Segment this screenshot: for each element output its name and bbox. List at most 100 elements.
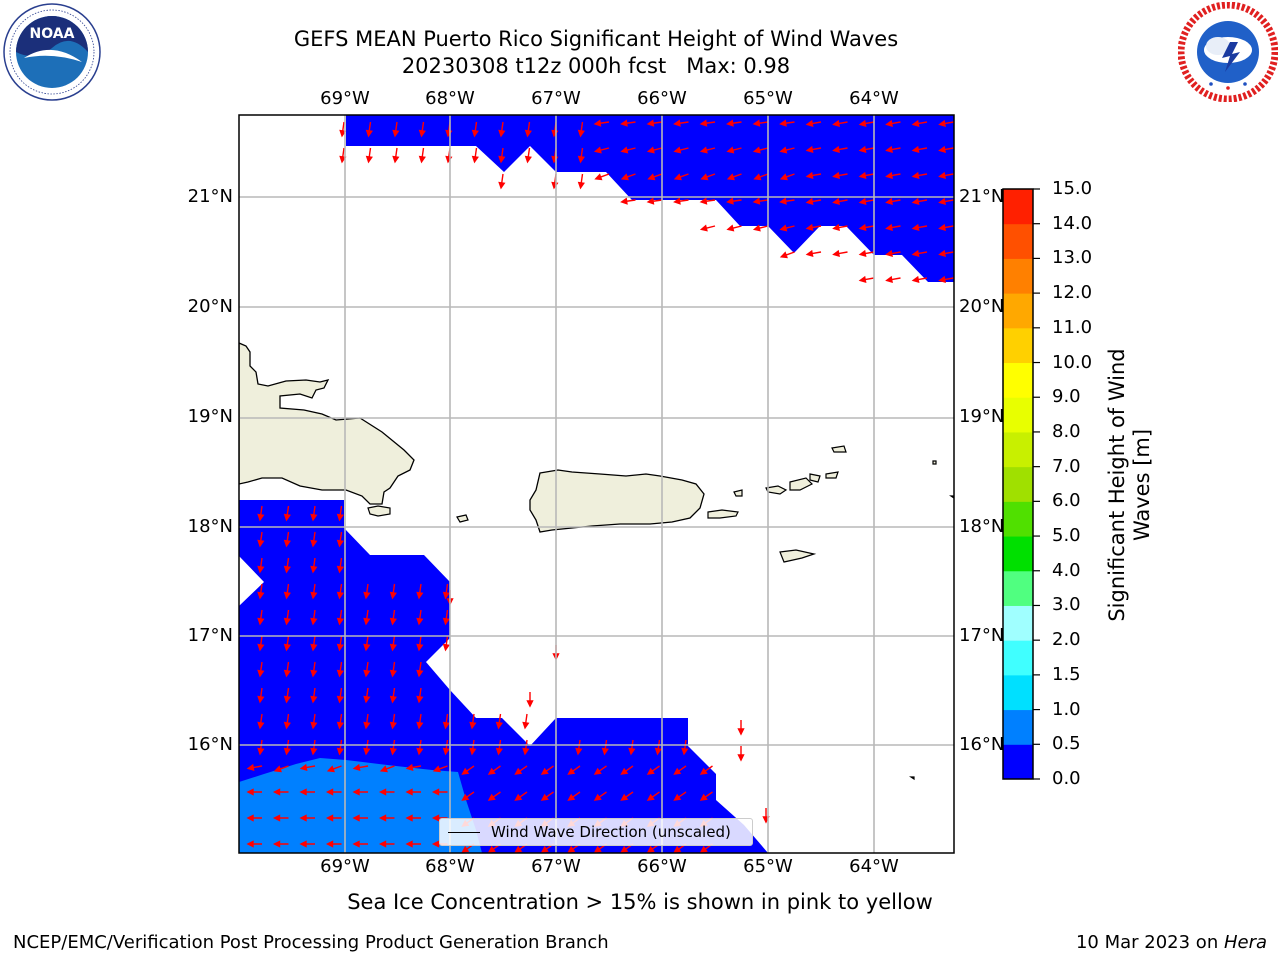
wave-direction-arrow	[416, 713, 424, 730]
wave-direction-arrow	[283, 505, 291, 522]
wave-direction-arrow	[885, 145, 901, 154]
wave-direction-arrow	[593, 146, 610, 154]
wave-direction-arrow	[405, 840, 421, 848]
colorbar-tick-label: 2.0	[1052, 629, 1081, 651]
lat-right-20n: 20°N	[959, 296, 1005, 317]
land-mona-island	[456, 514, 469, 523]
wave-direction-arrow	[938, 223, 954, 232]
wave-direction-arrow	[858, 249, 875, 258]
wave-direction-arrow	[416, 609, 424, 626]
wave-direction-arrow	[363, 583, 371, 600]
wave-direction-arrow	[389, 661, 397, 678]
wave-direction-arrow	[442, 583, 450, 600]
title-line-1: GEFS MEAN Puerto Rico Significant Height…	[293, 27, 899, 51]
wave-direction-arrow	[832, 197, 848, 206]
wave-direction-arrow	[699, 146, 716, 154]
wave-direction-arrow	[779, 251, 795, 259]
wave-direction-arrow	[363, 635, 371, 652]
wave-direction-arrow	[858, 145, 875, 154]
wave-direction-arrow	[726, 197, 742, 205]
wave-direction-arrow	[699, 119, 716, 127]
wave-direction-arrow	[885, 275, 901, 284]
wave-direction-arrow	[246, 763, 263, 772]
wave-direction-arrow	[418, 147, 426, 164]
wave-direction-arrow	[938, 249, 954, 258]
lon-bottom-64w: 64°W	[849, 856, 899, 877]
wave-direction-arrow	[392, 121, 400, 138]
wave-direction-arrow	[646, 765, 660, 775]
wave-direction-arrow	[699, 224, 716, 232]
lon-top-66w: 66°W	[637, 88, 687, 109]
wave-direction-arrow	[442, 609, 450, 626]
wave-direction-arrow	[442, 635, 450, 652]
wave-direction-arrow	[593, 119, 610, 127]
lon-bottom-66w: 66°W	[637, 856, 687, 877]
wave-direction-arrow	[272, 840, 289, 848]
wave-direction-arrow	[405, 814, 421, 822]
wave-direction-arrow	[379, 765, 395, 773]
wave-direction-arrow	[911, 197, 928, 206]
wave-direction-arrow	[805, 119, 822, 128]
wave-direction-arrow	[365, 121, 373, 138]
wave-direction-arrow	[471, 147, 479, 164]
wave-direction-arrow	[577, 147, 585, 164]
wave-direction-arrow	[524, 147, 532, 164]
wave-direction-arrow	[405, 788, 421, 796]
wave-direction-arrow	[594, 173, 610, 181]
wave-direction-arrow	[885, 119, 901, 128]
wave-direction-arrow	[431, 788, 448, 796]
wave-direction-arrow	[858, 197, 875, 206]
wave-direction-arrow	[365, 147, 373, 164]
wave-direction-arrow	[885, 171, 901, 180]
wave-direction-arrow	[522, 713, 530, 730]
wave-direction-arrow	[593, 791, 607, 801]
colorbar-label-line-1: Significant Height of Wind	[1105, 348, 1129, 622]
land-culebra	[733, 489, 743, 497]
wave-direction-arrow	[577, 121, 585, 138]
wave-direction-arrow	[257, 635, 265, 652]
wave-direction-arrow	[620, 146, 636, 154]
wave-direction-arrow	[257, 531, 265, 548]
wave-direction-arrow	[273, 765, 289, 773]
colorbar-segment	[1003, 674, 1033, 711]
chart-title: GEFS MEAN Puerto Rico Significant Height…	[196, 26, 996, 80]
wave-direction-arrow	[577, 173, 585, 190]
wave-direction-arrow	[911, 275, 928, 284]
legend-label: Wind Wave Direction (unscaled)	[491, 823, 731, 841]
wave-direction-arrow	[352, 814, 368, 822]
lat-left-16n: 16°N	[187, 734, 233, 755]
wave-direction-arrow	[310, 505, 318, 522]
wave-direction-arrow	[310, 609, 318, 626]
nws-logo	[1178, 2, 1278, 102]
wave-direction-arrow	[363, 687, 371, 704]
wave-direction-arrow	[514, 765, 528, 775]
wave-direction-arrow	[699, 765, 713, 775]
wave-direction-arrow	[673, 197, 689, 205]
wave-direction-arrow	[310, 583, 318, 600]
wave-direction-arrow	[858, 119, 875, 128]
colorbar-segment	[1003, 536, 1033, 572]
colorbar-segment	[1003, 709, 1033, 745]
wave-direction-arrow	[620, 173, 636, 181]
lon-bottom-65w: 65°W	[743, 856, 793, 877]
land-anguilla	[909, 460, 954, 781]
wave-direction-arrow	[469, 713, 477, 730]
wave-direction-arrow	[752, 146, 769, 154]
wave-direction-arrow	[378, 788, 395, 796]
title-line-2: 20230308 t12z 000h fcst Max: 0.98	[401, 54, 791, 78]
lat-right-16n: 16°N	[959, 734, 1005, 755]
wave-direction-arrow	[257, 583, 265, 600]
colorbar-segment	[1003, 640, 1033, 676]
lon-top-68w: 68°W	[425, 88, 475, 109]
wave-direction-arrow	[389, 687, 397, 704]
wave-direction-arrow	[779, 197, 795, 205]
wave-direction-arrow	[885, 197, 901, 206]
wave-direction-arrow	[310, 557, 318, 574]
wave-direction-arrow	[310, 635, 318, 652]
wave-direction-arrow	[272, 814, 289, 822]
wave-direction-arrow	[389, 583, 397, 600]
land-st-croix	[779, 549, 817, 563]
wave-direction-arrow	[673, 173, 689, 181]
wave-direction-arrow	[805, 223, 822, 232]
